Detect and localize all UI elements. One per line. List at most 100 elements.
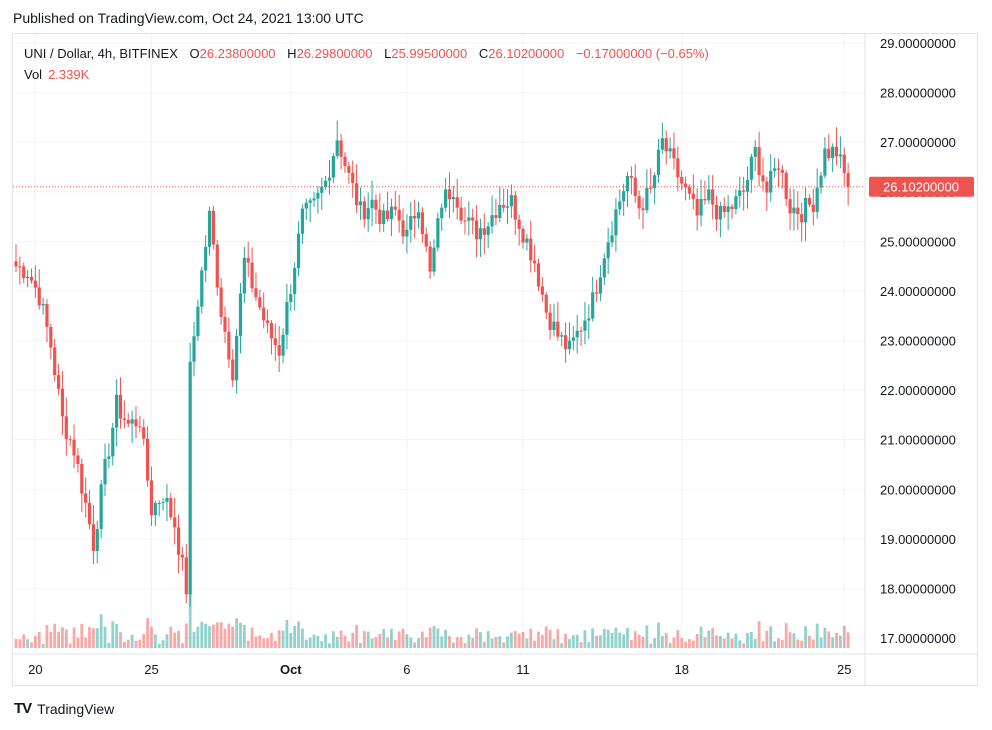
volume-bar xyxy=(703,637,707,648)
volume-bar xyxy=(471,637,475,648)
candle-body xyxy=(192,336,196,362)
candle-body xyxy=(745,179,750,192)
y-tick-label: 21.00000000 xyxy=(880,433,956,448)
volume-bar xyxy=(804,626,807,648)
volume-bar xyxy=(417,638,420,648)
volume-bar xyxy=(629,639,633,648)
tradingview-brand[interactable]: TV TradingView xyxy=(14,700,114,717)
candle-body xyxy=(436,218,440,248)
volume-bar xyxy=(479,632,482,648)
candle-body xyxy=(409,215,413,230)
volume-bar xyxy=(359,642,362,648)
candle-body xyxy=(176,527,181,555)
volume-bar xyxy=(815,623,819,648)
candle-body xyxy=(184,557,188,595)
volume-bar xyxy=(153,634,157,648)
candle-body xyxy=(703,198,707,201)
volume-bar xyxy=(777,638,780,648)
volume-bar xyxy=(544,626,548,648)
volume-bar xyxy=(285,619,289,648)
volume-bar xyxy=(312,634,316,648)
volume-bar xyxy=(409,637,413,648)
volume-bar xyxy=(746,632,749,648)
candle-body xyxy=(618,201,622,210)
candle-body xyxy=(606,242,610,259)
volume-bar xyxy=(200,621,204,648)
volume-bar xyxy=(688,639,691,648)
volume-bar xyxy=(192,632,196,648)
candle-body xyxy=(525,238,529,243)
volume-bar xyxy=(370,638,374,648)
candle-body xyxy=(308,200,312,203)
candle-body xyxy=(788,199,792,214)
volume-bar xyxy=(138,639,142,648)
candle-body xyxy=(505,206,510,208)
volume-bar xyxy=(262,638,266,648)
candle-body xyxy=(714,204,719,220)
candle-body xyxy=(560,335,564,337)
volume-bar xyxy=(571,635,575,648)
volume-bar xyxy=(463,643,467,648)
candle-body xyxy=(262,307,266,321)
volume-bar xyxy=(521,631,525,648)
volume-bar xyxy=(823,627,827,648)
candle-body xyxy=(18,266,22,268)
volume-bar xyxy=(475,628,478,648)
volume-bar xyxy=(119,632,122,648)
candle-body xyxy=(780,169,784,173)
volume-bar xyxy=(649,643,653,648)
volume-bar xyxy=(246,640,250,648)
volume-bar xyxy=(331,631,335,648)
candle-body xyxy=(792,207,796,214)
volume-bar xyxy=(513,631,517,648)
volume-bar xyxy=(235,618,239,648)
candle-body xyxy=(846,173,850,187)
candle-body xyxy=(761,175,765,182)
open-label: O xyxy=(189,46,200,61)
volume-bar xyxy=(436,628,440,648)
candle-body xyxy=(362,201,366,220)
volume-bar xyxy=(393,640,397,648)
candle-body xyxy=(676,158,680,178)
volume-bar xyxy=(715,635,718,648)
candle-body xyxy=(420,212,424,235)
volume-bar xyxy=(699,626,703,648)
candle-body xyxy=(351,172,355,184)
volume-bar xyxy=(355,625,358,648)
candle-body xyxy=(393,206,397,210)
candle-body xyxy=(258,297,262,308)
candle-body xyxy=(467,217,471,221)
volume-bar xyxy=(115,623,119,648)
volume-bar xyxy=(122,641,126,648)
candle-body xyxy=(204,246,208,271)
volume-bar xyxy=(227,623,231,648)
high-label: H xyxy=(287,46,297,61)
volume-bar xyxy=(22,634,26,648)
volume-bar xyxy=(641,636,645,648)
candle-body xyxy=(130,419,134,424)
volume-bar xyxy=(215,622,219,648)
candle-body xyxy=(265,320,270,324)
volume-bar xyxy=(552,639,556,648)
candle-body xyxy=(378,209,382,225)
volume-bar xyxy=(525,638,529,648)
volume-label: Vol xyxy=(24,67,43,82)
candle-body xyxy=(513,195,517,220)
candle-body xyxy=(111,427,115,457)
y-tick-label: 28.00000000 xyxy=(880,86,956,101)
volume-legend: Vol 2.339K xyxy=(24,67,89,82)
volume-bar xyxy=(548,629,552,648)
candle-body xyxy=(428,246,432,272)
candle-body xyxy=(72,439,76,456)
candle-body xyxy=(540,286,544,295)
volume-bar xyxy=(88,627,91,648)
volume-bar xyxy=(297,621,300,648)
candle-body xyxy=(637,196,641,209)
volume-bar xyxy=(351,632,355,648)
candle-body xyxy=(784,172,788,200)
volume-bar xyxy=(45,624,49,648)
candle-body xyxy=(401,220,405,237)
volume-bar xyxy=(343,635,347,648)
volume-bar xyxy=(757,621,761,648)
